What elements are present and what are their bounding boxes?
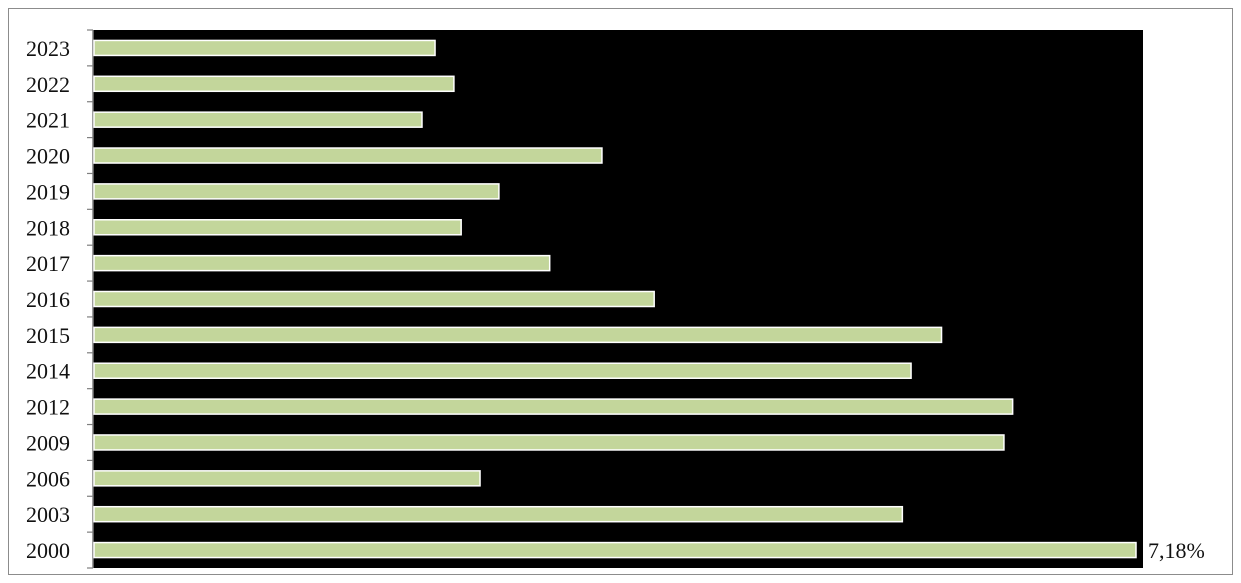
- y-tick-label-2022: 2022: [26, 72, 70, 97]
- y-tick-label-2012: 2012: [26, 395, 70, 420]
- y-tick-label-2019: 2019: [26, 179, 70, 204]
- bar-2014: [93, 362, 912, 379]
- bar-2012: [93, 398, 1014, 415]
- bar-2009: [93, 434, 1005, 451]
- bar-2006: [93, 470, 481, 487]
- bar-2020: [93, 147, 603, 164]
- bar-2017: [93, 254, 551, 272]
- bar-2022: [93, 75, 455, 93]
- y-tick-label-2006: 2006: [26, 466, 70, 491]
- y-tick-label-2021: 2021: [26, 108, 70, 133]
- y-tick-label-2017: 2017: [26, 251, 70, 276]
- bar-2018: [93, 219, 462, 236]
- data-label-2000: 7,18%: [1148, 538, 1205, 563]
- bar-2019: [93, 183, 500, 200]
- y-tick-label-2023: 2023: [26, 36, 70, 61]
- y-tick-label-2000: 2000: [26, 538, 70, 563]
- bar-2023: [93, 39, 436, 57]
- y-tick-label-2014: 2014: [26, 359, 70, 384]
- y-tick-label-2009: 2009: [26, 430, 70, 455]
- bar-2000: [93, 541, 1137, 559]
- y-tick-label-2020: 2020: [26, 144, 70, 169]
- y-tick-label-2018: 2018: [26, 215, 70, 240]
- bar-2021: [93, 111, 423, 128]
- y-tick-label-2003: 2003: [26, 502, 70, 527]
- bar-2015: [93, 326, 943, 344]
- bar-2003: [93, 505, 904, 523]
- y-tick-label-2015: 2015: [26, 323, 70, 348]
- bar-2016: [93, 290, 655, 308]
- y-tick-label-2016: 2016: [26, 287, 70, 312]
